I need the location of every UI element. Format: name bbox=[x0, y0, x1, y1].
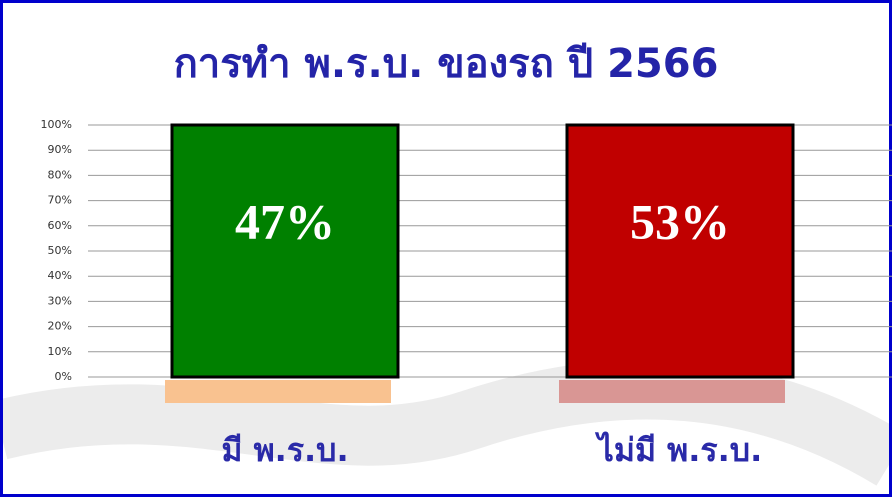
y-tick-label: 50% bbox=[48, 244, 72, 257]
category-label: ไม่มี พ.ร.บ. bbox=[595, 431, 762, 469]
y-tick-label: 40% bbox=[48, 269, 72, 282]
y-tick-label: 60% bbox=[48, 219, 72, 232]
category-strip bbox=[559, 380, 785, 403]
category-label: มี พ.ร.บ. bbox=[221, 431, 348, 469]
road-decoration bbox=[0, 359, 892, 486]
chart-title: การทำ พ.ร.บ. ของรถ ปี 2566 bbox=[174, 41, 719, 87]
y-tick-label: 70% bbox=[48, 194, 72, 207]
y-tick-label: 20% bbox=[48, 320, 72, 333]
y-tick-label: 30% bbox=[48, 294, 72, 307]
y-tick-label: 100% bbox=[41, 118, 72, 131]
y-tick-label: 90% bbox=[48, 143, 72, 156]
y-tick-label: 0% bbox=[55, 370, 72, 383]
value-label: 47% bbox=[235, 193, 335, 249]
value-label: 53% bbox=[630, 193, 730, 249]
y-tick-label: 80% bbox=[48, 168, 72, 181]
bar bbox=[565, 123, 795, 379]
category-strip bbox=[165, 380, 391, 403]
y-tick-label: 10% bbox=[48, 345, 72, 358]
bar bbox=[170, 123, 400, 379]
